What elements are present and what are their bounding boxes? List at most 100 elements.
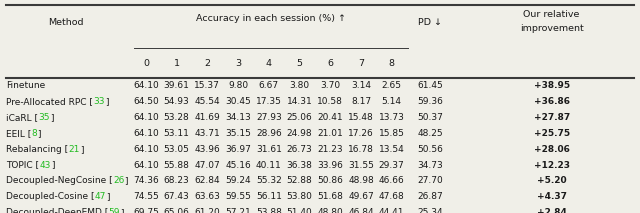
Text: 1: 1 — [173, 59, 180, 68]
Text: iCaRL [: iCaRL [ — [6, 113, 38, 122]
Text: +2.84: +2.84 — [537, 208, 566, 213]
Text: Our relative: Our relative — [524, 10, 580, 19]
Text: 50.86: 50.86 — [317, 176, 343, 185]
Text: 17.26: 17.26 — [348, 129, 374, 138]
Text: ]: ] — [50, 113, 53, 122]
Text: 50.37: 50.37 — [417, 113, 443, 122]
Text: 67.43: 67.43 — [164, 192, 189, 201]
Text: 48.25: 48.25 — [417, 129, 443, 138]
Text: 63.63: 63.63 — [195, 192, 220, 201]
Text: 27.70: 27.70 — [417, 176, 443, 185]
Text: 34.13: 34.13 — [225, 113, 251, 122]
Text: 64.10: 64.10 — [133, 129, 159, 138]
Text: 69.75: 69.75 — [133, 208, 159, 213]
Text: Rebalancing [: Rebalancing [ — [6, 145, 68, 154]
Text: 3.14: 3.14 — [351, 81, 371, 90]
Text: 64.50: 64.50 — [133, 97, 159, 106]
Text: 45.54: 45.54 — [195, 97, 220, 106]
Text: +12.23: +12.23 — [534, 161, 570, 170]
Text: ]: ] — [51, 161, 54, 170]
Text: 52.88: 52.88 — [287, 176, 312, 185]
Text: 53.88: 53.88 — [256, 208, 282, 213]
Text: 20.41: 20.41 — [317, 113, 343, 122]
Text: 8: 8 — [31, 129, 37, 138]
Text: 45.16: 45.16 — [225, 161, 251, 170]
Text: 33: 33 — [93, 97, 105, 106]
Text: ]: ] — [37, 129, 41, 138]
Text: 6: 6 — [327, 59, 333, 68]
Text: 6.67: 6.67 — [259, 81, 279, 90]
Text: 46.66: 46.66 — [379, 176, 404, 185]
Text: 55.32: 55.32 — [256, 176, 282, 185]
Text: 64.10: 64.10 — [133, 161, 159, 170]
Text: Finetune: Finetune — [6, 81, 45, 90]
Text: 55.88: 55.88 — [164, 161, 189, 170]
Text: 28.96: 28.96 — [256, 129, 282, 138]
Text: 59.24: 59.24 — [225, 176, 251, 185]
Text: 51.40: 51.40 — [287, 208, 312, 213]
Text: 9.80: 9.80 — [228, 81, 248, 90]
Text: Pre-Allocated RPC [: Pre-Allocated RPC [ — [6, 97, 93, 106]
Text: EEIL [: EEIL [ — [6, 129, 31, 138]
Text: 24.98: 24.98 — [287, 129, 312, 138]
Text: 50.56: 50.56 — [417, 145, 443, 154]
Text: 43: 43 — [40, 161, 51, 170]
Text: 31.55: 31.55 — [348, 161, 374, 170]
Text: 59.36: 59.36 — [417, 97, 443, 106]
Text: ]: ] — [106, 192, 110, 201]
Text: 35.15: 35.15 — [225, 129, 251, 138]
Text: Decoupled-DeepEMD [: Decoupled-DeepEMD [ — [6, 208, 109, 213]
Text: 3.70: 3.70 — [320, 81, 340, 90]
Text: ]: ] — [124, 176, 128, 185]
Text: +4.37: +4.37 — [537, 192, 566, 201]
Text: 16.78: 16.78 — [348, 145, 374, 154]
Text: 31.61: 31.61 — [256, 145, 282, 154]
Text: 2: 2 — [204, 59, 211, 68]
Text: 25.34: 25.34 — [417, 208, 443, 213]
Text: 61.45: 61.45 — [417, 81, 443, 90]
Text: 25.06: 25.06 — [287, 113, 312, 122]
Text: ]: ] — [80, 145, 83, 154]
Text: 2.65: 2.65 — [381, 81, 402, 90]
Text: 64.10: 64.10 — [133, 113, 159, 122]
Text: 59: 59 — [109, 208, 120, 213]
Text: 48.80: 48.80 — [317, 208, 343, 213]
Text: 26.73: 26.73 — [287, 145, 312, 154]
Text: 53.11: 53.11 — [164, 129, 189, 138]
Text: 17.35: 17.35 — [256, 97, 282, 106]
Text: 21.01: 21.01 — [317, 129, 343, 138]
Text: 68.23: 68.23 — [164, 176, 189, 185]
Text: 34.73: 34.73 — [417, 161, 443, 170]
Text: Accuracy in each session (%) ↑: Accuracy in each session (%) ↑ — [196, 14, 346, 23]
Text: 26.87: 26.87 — [417, 192, 443, 201]
Text: 53.28: 53.28 — [164, 113, 189, 122]
Text: 5.14: 5.14 — [381, 97, 402, 106]
Text: 61.20: 61.20 — [195, 208, 220, 213]
Text: 36.38: 36.38 — [287, 161, 312, 170]
Text: 0: 0 — [143, 59, 149, 68]
Text: 53.80: 53.80 — [287, 192, 312, 201]
Text: 40.11: 40.11 — [256, 161, 282, 170]
Text: 59.55: 59.55 — [225, 192, 251, 201]
Text: +36.86: +36.86 — [534, 97, 570, 106]
Text: improvement: improvement — [520, 24, 584, 33]
Text: +38.95: +38.95 — [534, 81, 570, 90]
Text: 21: 21 — [68, 145, 80, 154]
Text: 65.06: 65.06 — [164, 208, 189, 213]
Text: 5: 5 — [296, 59, 303, 68]
Text: 57.21: 57.21 — [225, 208, 251, 213]
Text: ]: ] — [120, 208, 124, 213]
Text: 62.84: 62.84 — [195, 176, 220, 185]
Text: +5.20: +5.20 — [537, 176, 566, 185]
Text: 47: 47 — [95, 192, 106, 201]
Text: 64.10: 64.10 — [133, 145, 159, 154]
Text: 74.36: 74.36 — [133, 176, 159, 185]
Text: PD ↓: PD ↓ — [418, 18, 442, 27]
Text: 46.84: 46.84 — [348, 208, 374, 213]
Text: Method: Method — [48, 18, 84, 27]
Text: 15.48: 15.48 — [348, 113, 374, 122]
Text: 49.67: 49.67 — [348, 192, 374, 201]
Text: 7: 7 — [358, 59, 364, 68]
Text: 13.54: 13.54 — [379, 145, 404, 154]
Text: ]: ] — [105, 97, 108, 106]
